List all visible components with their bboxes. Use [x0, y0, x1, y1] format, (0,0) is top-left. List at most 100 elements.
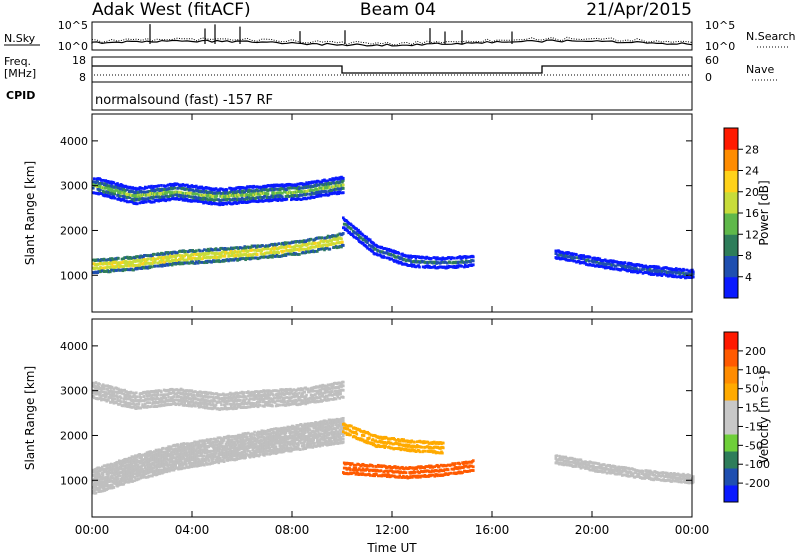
power-cell: [639, 270, 643, 274]
velocity-cell: [297, 441, 300, 445]
power-cell: [153, 193, 157, 197]
velocity-cell: [191, 441, 195, 445]
velocity-cell: [167, 452, 170, 456]
velocity-cell: [217, 442, 221, 446]
power-cell: [165, 191, 169, 195]
power-cell: [252, 193, 255, 197]
velocity-cell: [170, 450, 174, 454]
velocity-cell: [246, 447, 249, 451]
power-cell: [126, 192, 130, 196]
power-cell: [123, 256, 126, 260]
power-cell: [201, 260, 204, 264]
power-cell: [573, 259, 576, 263]
velocity-cell: [227, 456, 230, 460]
velocity-cell: [112, 471, 116, 475]
velocity-cell: [219, 447, 222, 451]
power-cell: [352, 235, 356, 239]
power-cell: [225, 202, 229, 206]
power-cell: [195, 184, 198, 188]
power-cell: [96, 177, 100, 180]
power-cell: [674, 271, 678, 275]
velocity-cell: [183, 457, 186, 461]
power-cell: [385, 256, 389, 260]
power-cell: [237, 253, 240, 257]
velocity-cell: [173, 461, 177, 465]
velocity-cell: [249, 454, 253, 458]
power-cell: [286, 193, 290, 197]
power-cell: [650, 269, 654, 273]
power-cell: [92, 186, 95, 190]
power-cell: [103, 182, 107, 186]
velocity-cell: [99, 475, 102, 478]
power-cell: [371, 249, 375, 253]
power-cell: [179, 191, 183, 194]
velocity-cell: [222, 460, 226, 464]
velocity-cell: [180, 461, 184, 464]
power-cell: [250, 256, 254, 260]
power-cell: [105, 182, 109, 186]
power-cell: [238, 193, 241, 197]
velocity-cell: [162, 453, 166, 457]
power-cell: [294, 252, 298, 256]
velocity-cell: [158, 465, 161, 468]
velocity-cell: [247, 441, 250, 445]
power-cell: [229, 193, 232, 197]
power-cell: [198, 260, 202, 264]
power-cell: [184, 258, 187, 262]
power-cell: [689, 270, 692, 274]
power-cell: [324, 186, 327, 190]
velocity-cell: [128, 479, 132, 483]
power-cell: [605, 266, 609, 270]
power-cell: [246, 193, 249, 197]
power-cell: [124, 259, 127, 263]
power-cell: [635, 267, 638, 271]
power-cell: [309, 192, 313, 196]
power-cell: [336, 238, 340, 241]
velocity-cell: [119, 464, 123, 468]
power-cell: [328, 178, 332, 181]
velocity-cell: [170, 463, 174, 466]
power-cell: [585, 259, 588, 262]
power-cell: [415, 255, 419, 259]
power-cell: [361, 233, 365, 237]
power-cell: [312, 180, 316, 184]
power-cell: [105, 258, 109, 262]
power-cell: [175, 197, 178, 200]
velocity-cell: [249, 445, 253, 449]
velocity-cell: [247, 438, 251, 441]
power-cell: [247, 190, 250, 194]
power-cell: [660, 274, 664, 277]
power-cell: [328, 247, 332, 251]
power-cell: [262, 199, 265, 203]
power-cell: [117, 193, 120, 197]
power-cell: [187, 195, 191, 198]
power-cell: [118, 189, 122, 193]
power-cell: [266, 192, 270, 196]
power-cell: [339, 191, 342, 195]
velocity-cell: [152, 455, 156, 459]
power-cell: [92, 191, 96, 195]
power-cell: [595, 260, 599, 263]
power-cell: [282, 190, 286, 194]
power-cell: [123, 261, 126, 265]
velocity-cell: [245, 445, 248, 448]
velocity-cell: [148, 474, 152, 478]
power-cell: [410, 260, 413, 264]
power-cell: [346, 229, 350, 233]
power-cell: [169, 197, 172, 201]
velocity-cell: [171, 453, 175, 457]
power-cell: [124, 188, 127, 192]
power-cell: [203, 248, 206, 252]
velocity-cell: [117, 477, 120, 481]
power-cell: [406, 254, 410, 258]
power-cell: [347, 225, 350, 229]
velocity-cell: [198, 446, 202, 450]
velocity-cell: [144, 467, 148, 471]
power-cell: [465, 260, 469, 264]
power-cell: [184, 183, 187, 187]
power-cell: [366, 246, 369, 250]
velocity-cell: [123, 464, 126, 468]
power-cell: [241, 192, 245, 196]
power-cell: [635, 269, 638, 273]
velocity-cell: [216, 439, 220, 443]
